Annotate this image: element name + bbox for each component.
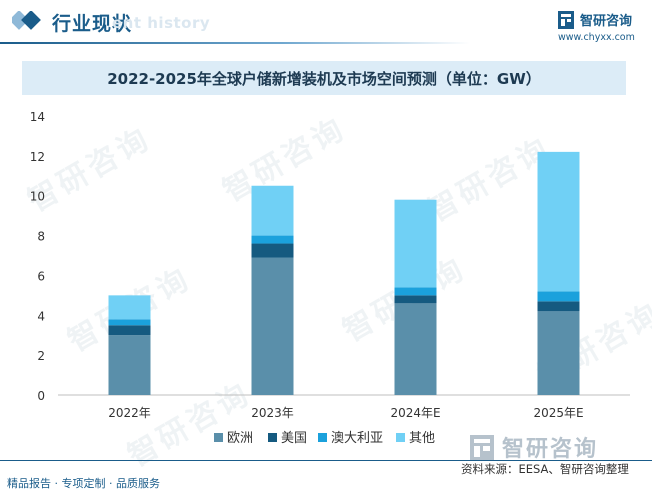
header: 行业现状 ent history 智研咨询 www.chyxx.com — [0, 0, 652, 50]
header-title: 行业现状 — [52, 13, 133, 35]
bar-segment — [394, 303, 437, 395]
brand-logo-icon — [558, 11, 574, 29]
x-tick-label: 2023年 — [251, 406, 294, 420]
bar-segment — [394, 295, 437, 304]
header-divider — [0, 42, 470, 44]
footer-tagline: 精品报告 · 专项定制 · 品质服务 — [7, 477, 160, 490]
x-tick-label: 2022年 — [108, 406, 151, 420]
y-tick-label: 8 — [37, 230, 45, 244]
footer-divider — [0, 460, 652, 461]
legend-swatch — [268, 433, 277, 442]
y-tick-label: 14 — [30, 110, 45, 124]
x-tick-label: 2025年E — [533, 406, 583, 420]
header-subtitle: ent history — [112, 14, 211, 32]
x-tick-label: 2024年E — [390, 406, 440, 420]
footer-source: 资料来源：EESA、智研咨询整理 — [461, 462, 629, 476]
footer-brand: 智研咨询 — [470, 433, 648, 463]
bar-segment — [108, 335, 151, 395]
legend-label: 美国 — [281, 431, 307, 446]
bar-segment — [251, 185, 294, 236]
legend-swatch — [318, 433, 327, 442]
y-tick-label: 6 — [37, 269, 45, 283]
y-tick-label: 12 — [30, 150, 45, 164]
y-tick-label: 4 — [37, 309, 45, 323]
stacked-bar-chart: 0 2 4 6 8 10 12 14 2022年 2023年 2024年E 2025年E 欧洲 美国 澳大利… — [30, 110, 630, 446]
y-tick-label: 10 — [30, 190, 45, 204]
bar-segment — [394, 199, 437, 288]
legend-label: 欧洲 — [227, 431, 253, 446]
bar-segment — [537, 291, 580, 302]
brand-url: www.chyxx.com — [558, 32, 635, 43]
legend-label: 其他 — [409, 431, 435, 446]
legend-swatch — [396, 433, 405, 442]
y-tick-label: 0 — [37, 389, 45, 403]
legend-label: 澳大利亚 — [331, 430, 383, 446]
bar-segment — [251, 243, 294, 258]
bar-segment — [108, 319, 151, 326]
chart-title-bar: 2022-2025年全球户储新增装机及市场空间预测（单位：GW） — [22, 61, 626, 95]
bar-segment — [394, 287, 437, 296]
legend-swatch — [214, 433, 223, 442]
bar-segment — [108, 295, 151, 320]
brand-name: 智研咨询 — [580, 14, 633, 29]
bar-segment — [251, 257, 294, 395]
header-chevron-icon — [12, 11, 41, 30]
bar-segment — [537, 311, 580, 395]
brand: 智研咨询 www.chyxx.com — [540, 8, 650, 48]
bar-segment — [537, 301, 580, 312]
bar-segment — [108, 325, 151, 336]
footer: 智研咨询 精品报告 · 专项定制 · 品质服务 资料来源：EESA、智研咨询整理 — [0, 435, 652, 497]
bar-segment — [251, 235, 294, 244]
chart-title: 2022-2025年全球户储新增装机及市场空间预测（单位：GW） — [107, 70, 541, 88]
footer-logo-icon — [470, 435, 494, 461]
footer-brand-name: 智研咨询 — [502, 437, 599, 462]
bar-segment — [537, 151, 580, 292]
y-tick-label: 2 — [37, 349, 45, 363]
